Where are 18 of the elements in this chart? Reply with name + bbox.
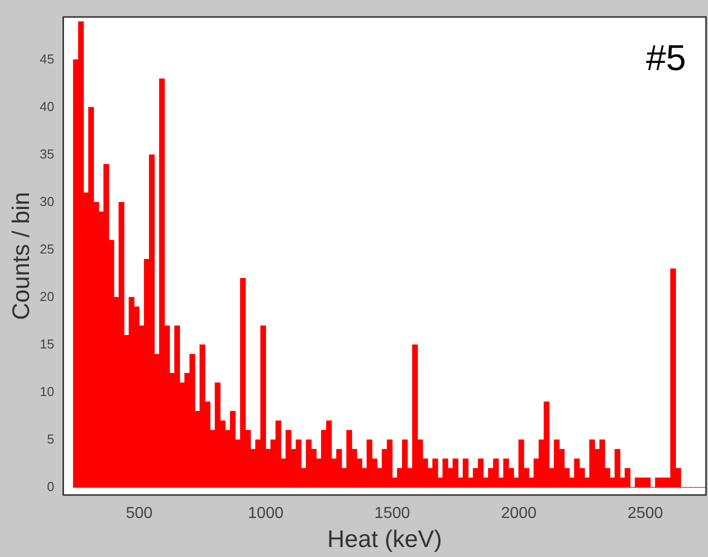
- y-tick-label: 40: [40, 98, 54, 114]
- x-axis-title: Heat (keV): [327, 526, 442, 554]
- y-tick-label: 35: [40, 146, 54, 162]
- x-tick-label: 500: [126, 505, 153, 522]
- y-tick-label: 45: [40, 51, 54, 66]
- y-tick-label: 25: [40, 241, 54, 256]
- x-tick-label: 2000: [500, 505, 537, 522]
- y-tick-label: 0: [47, 478, 54, 494]
- y-tick-label: 10: [40, 384, 54, 399]
- y-axis-title: Counts / bin: [8, 192, 36, 320]
- annotation: #5: [646, 36, 686, 78]
- x-tick-label: 2500: [627, 505, 664, 522]
- y-tick-label: 30: [40, 194, 54, 209]
- x-tick-label: 1000: [248, 505, 284, 522]
- y-tick-label: 20: [40, 288, 54, 304]
- x-tick-label: 1500: [374, 505, 410, 522]
- y-tick-label: 5: [47, 431, 54, 446]
- y-tick-label: 15: [40, 336, 54, 352]
